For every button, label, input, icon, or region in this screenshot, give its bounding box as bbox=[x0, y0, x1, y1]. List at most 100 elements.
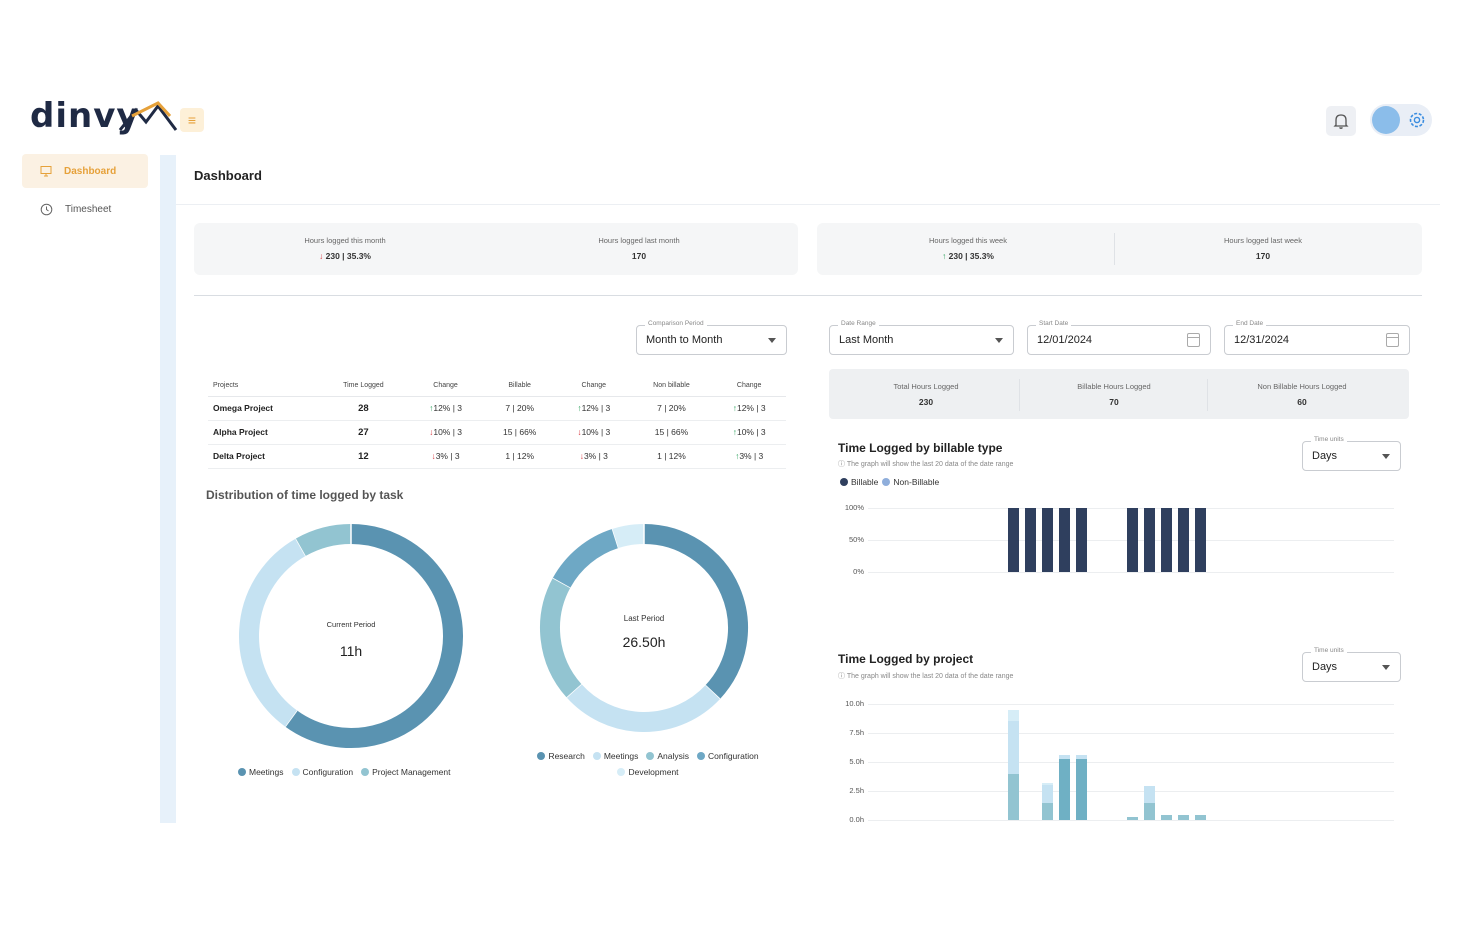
donut-slice[interactable] bbox=[239, 538, 306, 727]
comparison-period-select[interactable]: Comparison Period Month to Month bbox=[636, 320, 787, 355]
bar-segment[interactable] bbox=[1144, 786, 1155, 803]
user-menu[interactable] bbox=[1370, 104, 1432, 136]
bar-segment[interactable] bbox=[1059, 758, 1070, 820]
arrow-down-icon: ↓ bbox=[579, 451, 584, 461]
bar[interactable] bbox=[1025, 508, 1036, 572]
date-range-select[interactable]: Date Range Last Month bbox=[829, 320, 1014, 355]
field-value: Month to Month bbox=[646, 334, 723, 346]
bar[interactable] bbox=[1178, 508, 1189, 572]
chevron-down-icon bbox=[768, 338, 776, 343]
stats-month-card: Hours logged this month ↓ 230 | 35.3% Ho… bbox=[194, 223, 798, 275]
arrow-up-icon: ↑ bbox=[735, 451, 740, 461]
bar[interactable] bbox=[1144, 508, 1155, 572]
bar-segment[interactable] bbox=[1008, 709, 1019, 722]
time-units-select[interactable]: Time units Days bbox=[1302, 647, 1401, 682]
time-logged: 28 bbox=[318, 396, 409, 421]
divider bbox=[1019, 379, 1020, 411]
legend-nonbillable: Non-Billable bbox=[882, 477, 939, 487]
gear-icon[interactable] bbox=[1406, 109, 1428, 131]
donut-slice[interactable] bbox=[612, 524, 645, 549]
bar-segment[interactable] bbox=[1042, 785, 1053, 803]
logo-mountain-icon bbox=[118, 101, 178, 131]
clock-icon bbox=[40, 203, 53, 215]
legend-billable: Billable bbox=[840, 477, 878, 487]
time-units-select[interactable]: Time units Days bbox=[1302, 436, 1401, 471]
bar-segment[interactable] bbox=[1076, 758, 1087, 820]
calendar-icon[interactable] bbox=[1187, 333, 1200, 347]
donut-slice[interactable] bbox=[295, 524, 352, 557]
bar[interactable] bbox=[1076, 508, 1087, 572]
project-name: Delta Project bbox=[208, 444, 318, 469]
bar-segment[interactable] bbox=[1008, 773, 1019, 820]
y-tick-label: 50% bbox=[848, 535, 864, 544]
donut-slice[interactable] bbox=[566, 683, 720, 732]
bar-segment[interactable] bbox=[1042, 782, 1053, 786]
bar[interactable] bbox=[1195, 508, 1206, 572]
stat-label: Hours logged last month bbox=[598, 236, 680, 245]
slice-separator bbox=[565, 683, 582, 698]
legend-item: Configuration bbox=[291, 767, 353, 777]
project-name: Alpha Project bbox=[208, 420, 318, 445]
calendar-icon[interactable] bbox=[1386, 333, 1399, 347]
project-bar-chart: 10.0h 7.5h 5.0h 2.5h 0.0h bbox=[834, 696, 1394, 824]
y-tick-label: 7.5h bbox=[849, 728, 864, 737]
legend-item: Development bbox=[617, 767, 679, 777]
billable-cell: 7 | 20% bbox=[482, 396, 557, 421]
start-date-field[interactable]: Start Date 12/01/2024 bbox=[1027, 320, 1211, 355]
donut-slice[interactable] bbox=[643, 524, 748, 700]
sidebar-item-label: Timesheet bbox=[65, 203, 112, 215]
donut-slice[interactable] bbox=[552, 528, 619, 588]
info-icon: ⓘ bbox=[838, 461, 845, 468]
stat-label: Non Billable Hours Logged bbox=[1257, 382, 1347, 391]
sidebar-item-timesheet[interactable]: Timesheet bbox=[22, 192, 148, 226]
notifications-button[interactable] bbox=[1326, 106, 1356, 136]
change-cell: ↑3% | 3 bbox=[712, 444, 786, 469]
bar-segment[interactable] bbox=[1195, 815, 1206, 820]
field-label: Time units bbox=[1311, 647, 1347, 654]
bar-segment[interactable] bbox=[1144, 802, 1155, 820]
stat-label: Billable Hours Logged bbox=[1077, 382, 1151, 391]
gridline bbox=[868, 733, 1394, 734]
stat-value: 230 | 35.3% bbox=[948, 251, 994, 261]
legend-item: Project Management bbox=[361, 767, 451, 777]
legend-item: Research bbox=[537, 751, 585, 761]
bar-segment[interactable] bbox=[1008, 721, 1019, 774]
chart-title: Time Logged by billable type bbox=[838, 441, 1003, 455]
billable-legend: Billable Non-Billable bbox=[840, 477, 939, 487]
bar[interactable] bbox=[1042, 508, 1053, 572]
bar-segment[interactable] bbox=[1178, 815, 1189, 820]
bar[interactable] bbox=[1127, 508, 1138, 572]
nonbillable-cell: 15 | 66% bbox=[630, 420, 713, 445]
column-header: Projects bbox=[208, 376, 318, 397]
bar-segment[interactable] bbox=[1042, 802, 1053, 820]
sidebar-item-dashboard[interactable]: Dashboard bbox=[22, 154, 148, 188]
bar[interactable] bbox=[1059, 508, 1070, 572]
bar[interactable] bbox=[1161, 508, 1172, 572]
end-date-field[interactable]: End Date 12/31/2024 bbox=[1224, 320, 1410, 355]
bar-segment[interactable] bbox=[1161, 815, 1172, 820]
bar-segment[interactable] bbox=[1127, 816, 1138, 820]
project-name: Omega Project bbox=[208, 396, 318, 421]
bar-segment[interactable] bbox=[1059, 755, 1070, 759]
donut-slice[interactable] bbox=[285, 524, 463, 748]
chart-title: Time Logged by project bbox=[838, 652, 974, 666]
field-label: Time units bbox=[1311, 436, 1347, 443]
table-header-row: Projects Time Logged Change Billable Cha… bbox=[208, 376, 786, 397]
projects-table: Projects Time Logged Change Billable Cha… bbox=[208, 376, 786, 469]
bar[interactable] bbox=[1008, 508, 1019, 572]
field-label: Date Range bbox=[838, 320, 879, 327]
change-cell: ↓10% | 3 bbox=[557, 420, 631, 445]
stat-value: 70 bbox=[1109, 397, 1119, 407]
donut-value: 26.50h bbox=[622, 634, 666, 650]
bar-segment[interactable] bbox=[1076, 755, 1087, 759]
column-header: Billable bbox=[482, 376, 557, 397]
menu-icon[interactable]: ≡ bbox=[180, 108, 204, 132]
legend-item: Configuration bbox=[696, 751, 759, 761]
donut-slice[interactable] bbox=[540, 577, 582, 698]
stat-value: 170 bbox=[631, 251, 647, 261]
avatar[interactable] bbox=[1372, 106, 1400, 134]
chart-note-text: The graph will show the last 20 data of … bbox=[846, 461, 1014, 468]
